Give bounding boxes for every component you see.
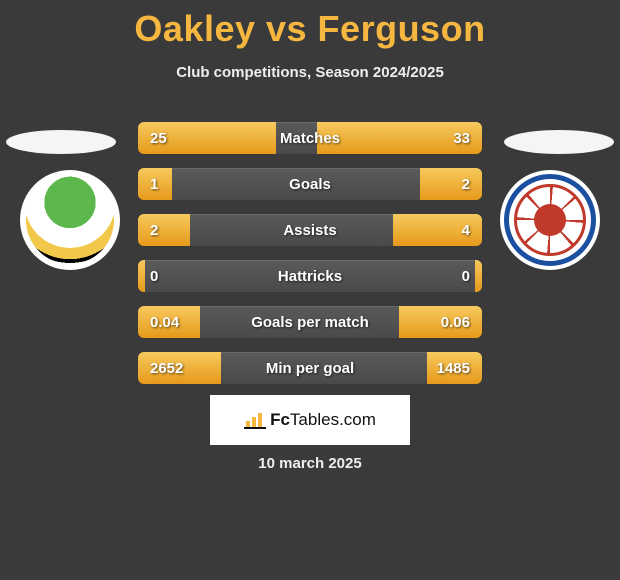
stat-label: Assists <box>283 222 336 239</box>
stat-value-right: 1485 <box>437 360 470 377</box>
stat-value-left: 25 <box>150 130 167 147</box>
logo-text: FcTables.com <box>270 410 376 430</box>
stat-value-left: 0.04 <box>150 314 179 331</box>
stat-label: Min per goal <box>266 360 354 377</box>
stat-label: Goals per match <box>251 314 369 331</box>
stats-panel: 25 Matches 33 1 Goals 2 2 Assists 4 0 Hattricks 0 0.… <box>138 122 482 398</box>
stat-fill-left <box>138 260 145 292</box>
left-crest-shadow <box>6 130 116 154</box>
stat-row: 2652 Min per goal 1485 <box>138 352 482 384</box>
stat-value-right: 0.06 <box>441 314 470 331</box>
left-crest-graphic <box>26 176 114 264</box>
footer-date: 10 march 2025 <box>0 455 620 472</box>
stat-row: 2 Assists 4 <box>138 214 482 246</box>
footer-logo: FcTables.com <box>210 395 410 445</box>
stat-value-right: 4 <box>462 222 470 239</box>
stat-fill-left <box>138 214 190 246</box>
logo-text-rest: Tables.com <box>290 410 376 429</box>
stat-fill-right <box>475 260 482 292</box>
stat-value-left: 0 <box>150 268 158 285</box>
logo-text-strong: Fc <box>270 410 290 429</box>
header: Oakley vs Ferguson Club competitions, Se… <box>0 0 620 81</box>
stat-value-left: 2 <box>150 222 158 239</box>
page-title: Oakley vs Ferguson <box>0 8 620 50</box>
stat-row: 1 Goals 2 <box>138 168 482 200</box>
stat-label: Hattricks <box>278 268 342 285</box>
stat-row: 0.04 Goals per match 0.06 <box>138 306 482 338</box>
right-crest-shadow <box>504 130 614 154</box>
stat-fill-right <box>420 168 482 200</box>
stat-value-right: 0 <box>462 268 470 285</box>
right-team-crest <box>500 170 600 270</box>
stat-value-right: 2 <box>462 176 470 193</box>
stat-label: Matches <box>280 130 340 147</box>
stat-row: 25 Matches 33 <box>138 122 482 154</box>
stat-label: Goals <box>289 176 331 193</box>
stat-value-left: 2652 <box>150 360 183 377</box>
left-team-crest <box>20 170 120 270</box>
stat-row: 0 Hattricks 0 <box>138 260 482 292</box>
stat-value-left: 1 <box>150 176 158 193</box>
logo-chart-icon <box>244 411 266 429</box>
subtitle: Club competitions, Season 2024/2025 <box>0 64 620 81</box>
right-crest-hub <box>534 204 566 236</box>
stat-value-right: 33 <box>453 130 470 147</box>
